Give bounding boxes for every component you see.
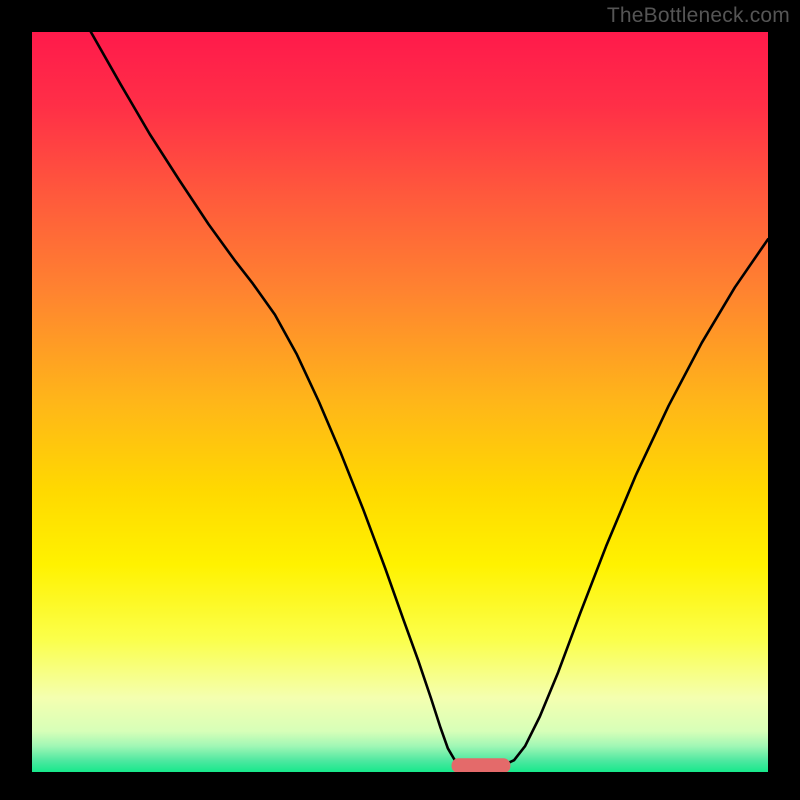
optimal-zone-marker xyxy=(452,758,511,773)
chart-frame: TheBottleneck.com xyxy=(0,0,800,800)
watermark-text: TheBottleneck.com xyxy=(607,4,790,28)
plot-area xyxy=(32,32,768,773)
gradient-background xyxy=(32,32,768,772)
bottleneck-chart xyxy=(0,0,800,800)
